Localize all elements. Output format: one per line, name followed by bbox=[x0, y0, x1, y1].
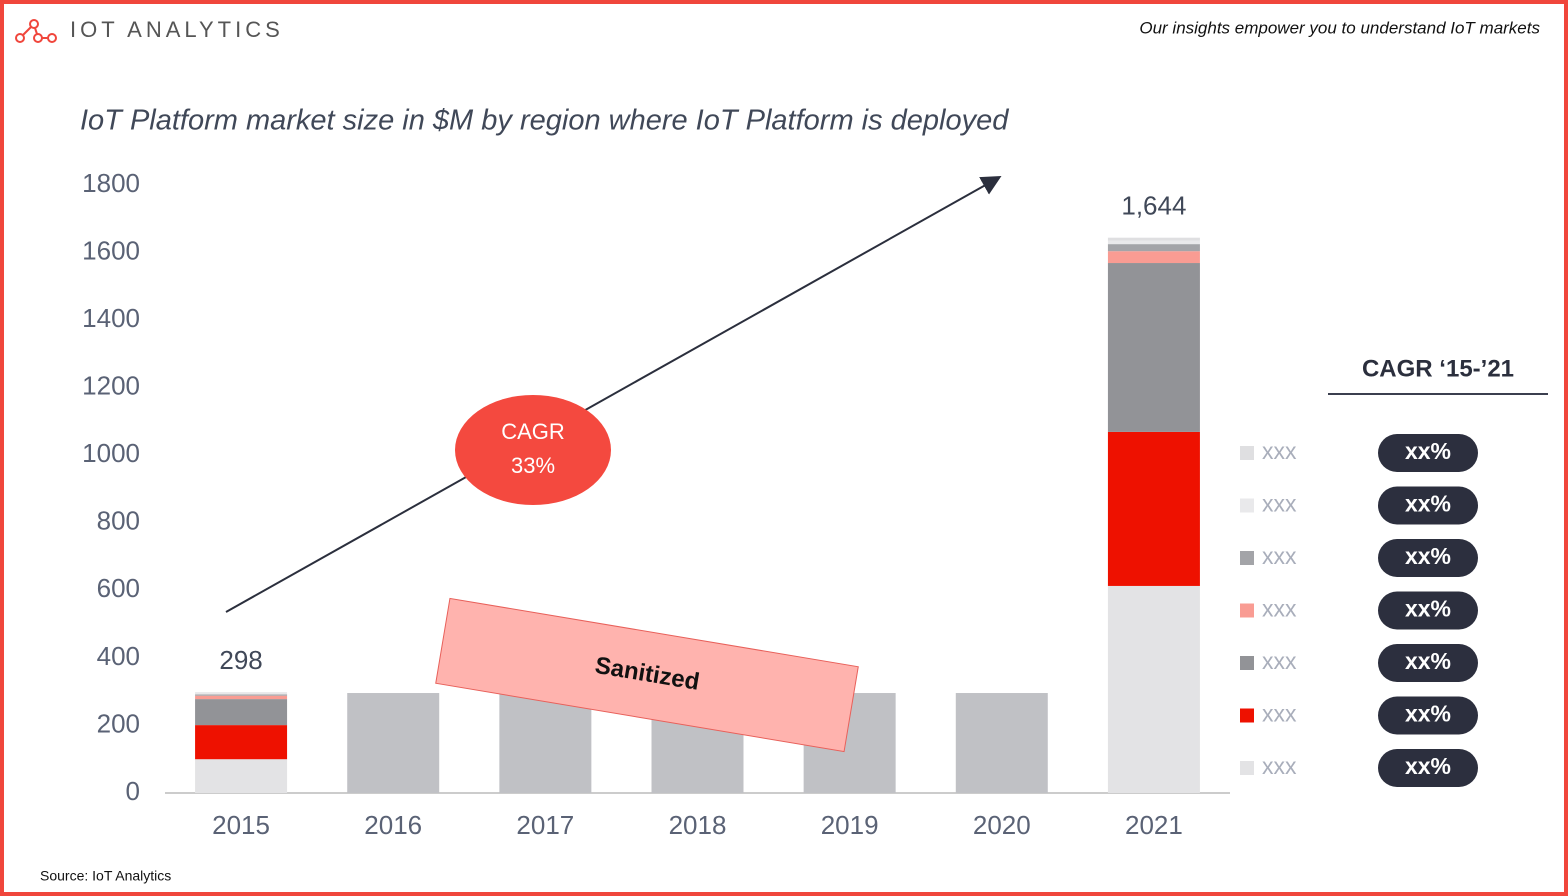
bars bbox=[195, 237, 1200, 793]
cagr-pill bbox=[1378, 644, 1478, 682]
logo-icon bbox=[15, 19, 57, 43]
bar-segment bbox=[1107, 585, 1200, 793]
annotation: 33% bbox=[511, 453, 555, 478]
x-tick-label: 2018 bbox=[669, 810, 727, 840]
bar-segment bbox=[195, 695, 288, 700]
chart-title: IoT Platform market size in $M by region… bbox=[80, 105, 1009, 137]
legend-swatch bbox=[1240, 656, 1254, 670]
cagr-label: xx% bbox=[1405, 438, 1451, 464]
legend-label: xxx bbox=[1262, 491, 1297, 517]
legend-swatch bbox=[1240, 761, 1254, 775]
total-label: 1,644 bbox=[1121, 191, 1186, 221]
legend-label: xxx bbox=[1262, 438, 1297, 464]
bar-segment bbox=[195, 692, 288, 694]
annotation: CAGR bbox=[501, 419, 565, 444]
cagr-label: xx% bbox=[1405, 543, 1451, 569]
legend-label: xxx bbox=[1262, 596, 1297, 622]
cagr-pill bbox=[1378, 434, 1478, 472]
trend-arrow bbox=[225, 176, 1002, 613]
bar-segment bbox=[1107, 244, 1200, 252]
bar-segment bbox=[195, 725, 288, 760]
legend-label: xxx bbox=[1262, 543, 1297, 569]
placeholder-bar bbox=[499, 693, 592, 793]
tagline: Our insights empower you to understand I… bbox=[1139, 18, 1540, 37]
y-tick-label: 200 bbox=[97, 708, 140, 738]
legend-swatch bbox=[1240, 446, 1254, 460]
bar-segment bbox=[195, 694, 288, 696]
cagr-label: xx% bbox=[1405, 701, 1451, 727]
legend-swatch bbox=[1240, 708, 1254, 723]
y-tick-label: 1600 bbox=[82, 235, 140, 265]
y-tick-label: 1400 bbox=[82, 303, 140, 333]
watermark-group: Sanitized bbox=[435, 597, 859, 753]
y-tick-label: 800 bbox=[97, 506, 140, 536]
cagr-label: xx% bbox=[1405, 753, 1451, 779]
x-tick-label: 2021 bbox=[1125, 810, 1183, 840]
cagr-label: xx% bbox=[1405, 648, 1451, 674]
x-tick-label: 2020 bbox=[973, 810, 1031, 840]
bar-segment bbox=[195, 693, 288, 695]
bar-segment bbox=[1107, 237, 1200, 241]
cagr-header: CAGR ‘15-’21 bbox=[1362, 355, 1514, 382]
cagr-pill bbox=[1378, 696, 1478, 735]
cagr-pill bbox=[1378, 539, 1478, 577]
y-tick-label: 1000 bbox=[82, 438, 140, 468]
cagr-pill bbox=[1378, 486, 1478, 525]
bar-segment bbox=[195, 759, 288, 793]
legend-swatch bbox=[1240, 551, 1254, 565]
placeholder-bar bbox=[955, 693, 1048, 793]
brand: IOT ANALYTICS bbox=[70, 17, 284, 42]
bar-segment bbox=[1107, 240, 1200, 245]
x-tick-label: 2015 bbox=[212, 810, 270, 840]
legend-label: xxx bbox=[1262, 753, 1297, 779]
cagr-label: xx% bbox=[1405, 491, 1451, 517]
total-label: 298 bbox=[219, 645, 262, 675]
cagr-pill bbox=[1378, 591, 1478, 630]
legend-label: xxx bbox=[1262, 701, 1297, 727]
cagr-pill bbox=[1378, 749, 1478, 787]
watermark-box bbox=[435, 597, 859, 753]
x-tick-label: 2017 bbox=[516, 810, 574, 840]
y-tick-label: 400 bbox=[97, 641, 140, 671]
placeholder-bar bbox=[347, 693, 440, 793]
bar-segment bbox=[1107, 251, 1200, 264]
bar-segment bbox=[1107, 263, 1200, 432]
x-tick-label: 2016 bbox=[364, 810, 422, 840]
cagr-label: xx% bbox=[1405, 596, 1451, 622]
legend-swatch bbox=[1240, 603, 1254, 618]
y-tick-label: 0 bbox=[126, 776, 140, 806]
bar-segment bbox=[195, 699, 288, 726]
y-tick-label: 1800 bbox=[82, 168, 140, 198]
x-tick-label: 2019 bbox=[821, 810, 879, 840]
legend-label: xxx bbox=[1262, 648, 1297, 674]
legend-swatch bbox=[1240, 498, 1254, 513]
y-tick-label: 1200 bbox=[82, 371, 140, 401]
bar-segment bbox=[1107, 431, 1200, 586]
cagr-bubble bbox=[455, 395, 611, 505]
source: Source: IoT Analytics bbox=[40, 868, 171, 884]
y-tick-label: 600 bbox=[97, 573, 140, 603]
